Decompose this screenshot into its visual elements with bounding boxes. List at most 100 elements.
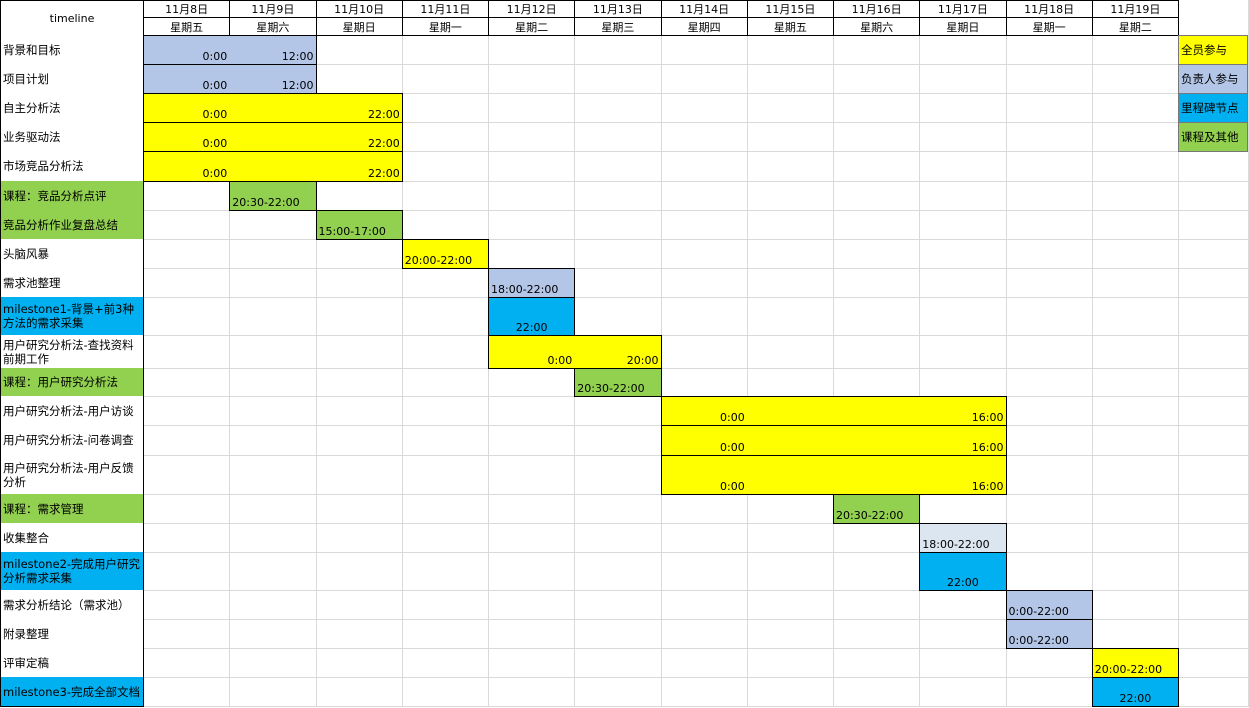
task-label: milestone3-完成全部文档 (0, 677, 144, 707)
grid-line (143, 590, 1249, 591)
weekday-header: 星期五 (746, 17, 834, 36)
time-label: 20:00-22:00 (1094, 663, 1163, 676)
date-header: 11月16日 (833, 0, 921, 18)
grid-line (1005, 0, 1007, 706)
grid-line (919, 0, 921, 706)
date-header: 11月8日 (143, 0, 231, 18)
task-label: 业务驱动法 (0, 122, 144, 152)
time-label: 0:00 (720, 441, 745, 454)
time-label: 22:00 (515, 321, 548, 334)
task-bar (1005, 619, 1093, 649)
weekday-header: 星期三 (574, 17, 662, 36)
weekday-header: 星期二 (1091, 17, 1179, 36)
time-label: 16:00 (971, 441, 1004, 454)
task-label: milestone1-背景+前3种方法的需求采集 (0, 297, 144, 336)
grid-line (143, 239, 1249, 240)
time-label: 0:00 (202, 108, 228, 121)
grid-line (143, 552, 1249, 553)
date-header: 11月15日 (746, 0, 834, 18)
grid-line (143, 335, 1249, 336)
time-label: 20:30-22:00 (232, 196, 300, 209)
header-title: timeline (0, 0, 144, 36)
task-label: 竞品分析作业复盘总结 (0, 210, 144, 240)
task-label: 课程：竞品分析点评 (0, 181, 144, 211)
task-label: 背景和目标 (0, 35, 144, 65)
time-label: 0:00 (202, 167, 228, 180)
grid-line (1091, 0, 1093, 706)
time-label: 0:00 (202, 79, 228, 92)
grid-line (229, 0, 231, 706)
task-bar (143, 93, 403, 123)
weekday-header: 星期五 (143, 17, 231, 36)
weekday-header: 星期一 (1005, 17, 1093, 36)
grid-line (746, 0, 748, 706)
task-label: 课程：用户研究分析法 (0, 368, 144, 397)
task-label: 头脑风暴 (0, 239, 144, 269)
task-bar (660, 455, 1007, 495)
task-bar (401, 239, 489, 269)
date-header: 11月10日 (315, 0, 403, 18)
grid-line (143, 648, 1249, 649)
task-bar (1091, 648, 1179, 678)
time-label: 0:00 (720, 411, 745, 424)
time-label: 18:00-22:00 (922, 538, 990, 551)
task-bar (143, 35, 317, 65)
task-label: 用户研究分析法-问卷调查 (0, 425, 144, 456)
date-header: 11月18日 (1005, 0, 1093, 18)
grid-line (315, 0, 317, 706)
task-bar (919, 552, 1007, 591)
time-label: 20:30-22:00 (577, 382, 645, 395)
grid-line (143, 210, 1249, 211)
time-label: 20:00 (626, 354, 659, 367)
weekday-header: 星期一 (401, 17, 489, 36)
date-header: 11月17日 (919, 0, 1007, 18)
legend-item: 全员参与 (1178, 35, 1248, 65)
time-label: 15:00-17:00 (318, 225, 386, 238)
task-bar (315, 210, 403, 240)
task-label: 课程：需求管理 (0, 494, 144, 524)
grid-line (143, 181, 1249, 182)
task-bar (919, 523, 1007, 553)
legend-item: 负责人参与 (1178, 64, 1248, 94)
time-label: 20:00-22:00 (404, 254, 473, 267)
time-label: 18:00-22:00 (491, 283, 559, 296)
grid-line (401, 0, 403, 706)
weekday-header: 星期日 (315, 17, 403, 36)
task-label: 市场竞品分析法 (0, 151, 144, 182)
time-label: 22:00 (368, 108, 400, 121)
weekday-header: 星期六 (229, 17, 317, 36)
time-label: 0:00 (202, 50, 228, 63)
grid-line (143, 706, 1249, 707)
time-label: 22:00 (368, 137, 400, 150)
grid-line (143, 64, 1249, 65)
time-label: 22:00 (1119, 692, 1152, 705)
legend-item: 里程碑节点 (1178, 93, 1248, 123)
date-header: 11月11日 (401, 0, 489, 18)
grid-line (143, 151, 1249, 152)
time-label: 0:00 (720, 480, 745, 493)
grid-line (143, 122, 1249, 123)
grid-line (1178, 0, 1179, 706)
task-bar (574, 368, 662, 397)
weekday-header: 星期日 (919, 17, 1007, 36)
weekday-header: 星期六 (833, 17, 921, 36)
task-label: 项目计划 (0, 64, 144, 94)
grid-line (143, 368, 1249, 369)
time-label: 12:00 (281, 50, 314, 63)
time-label: 0:00-22:00 (1008, 634, 1069, 647)
task-bar (229, 181, 317, 211)
grid-line (833, 0, 834, 706)
task-label: 用户研究分析法-用户访谈 (0, 396, 144, 426)
grid-line (143, 677, 1249, 678)
task-bar (1005, 590, 1093, 620)
time-label: 22:00 (368, 167, 400, 180)
task-label: 评审定稿 (0, 648, 144, 678)
task-label: milestone2-完成用户研究分析需求采集 (0, 552, 144, 591)
grid-line (143, 93, 1249, 94)
task-label: 用户研究分析法-查找资料前期工作 (0, 335, 144, 369)
task-label: 自主分析法 (0, 93, 144, 123)
weekday-header: 星期四 (660, 17, 748, 36)
time-label: 0:00 (547, 354, 573, 367)
task-label: 收集整合 (0, 523, 144, 553)
